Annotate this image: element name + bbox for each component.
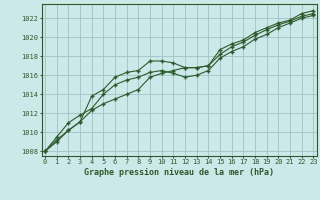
X-axis label: Graphe pression niveau de la mer (hPa): Graphe pression niveau de la mer (hPa) [84, 168, 274, 177]
